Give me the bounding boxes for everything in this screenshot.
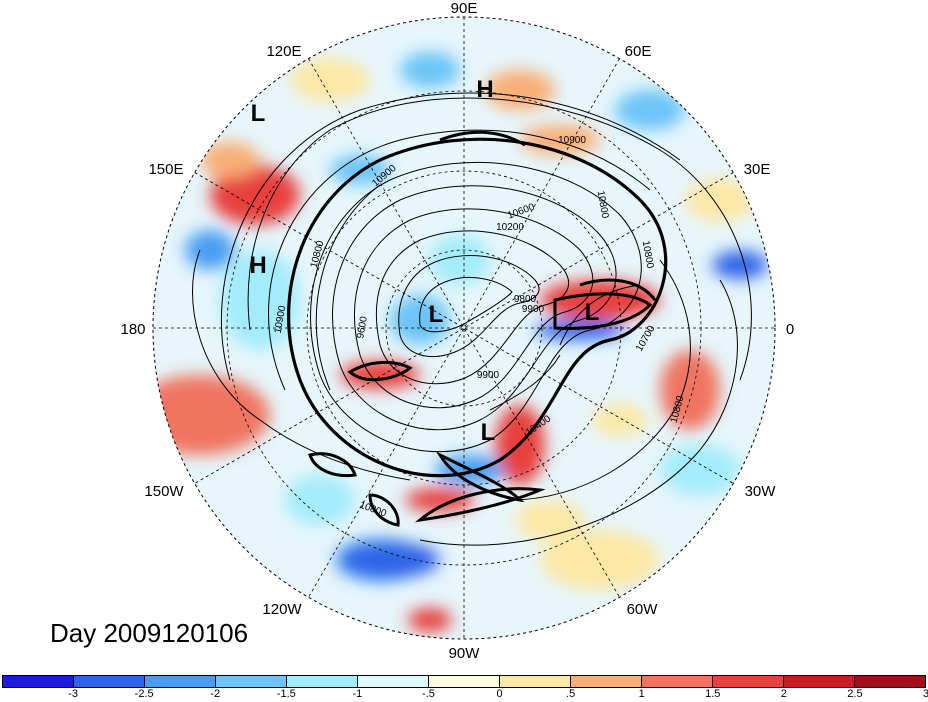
colorbar-segment	[216, 676, 287, 687]
low-center-atlantic: L	[585, 299, 600, 326]
high-center-pacific: H	[249, 252, 266, 279]
contour-label: 9900	[522, 304, 545, 315]
colorbar-tick-label: -1.5	[276, 688, 296, 700]
lon-label-150e: 150E	[148, 161, 183, 178]
colorbar-tick-label: 0	[496, 688, 503, 700]
contour-label: 9800	[514, 294, 537, 305]
colorbar-segment	[784, 676, 855, 687]
colorbar-tick-label: -1	[352, 688, 363, 700]
lon-label-120w: 120W	[262, 601, 302, 618]
contour-label: 10800	[640, 240, 656, 270]
colorbar-tick-label: .5	[566, 688, 576, 700]
page-title: Day 2009120106	[50, 618, 249, 648]
lon-label-0: 0	[786, 321, 794, 338]
lon-label-90w: 90W	[449, 645, 481, 662]
contour-label: 9600	[355, 315, 370, 339]
lon-label-30w: 30W	[745, 483, 777, 500]
colorbar-tick-label: 2.5	[847, 688, 863, 700]
anomaly-shading	[153, 17, 775, 639]
lon-label-150w: 150W	[144, 483, 184, 500]
graticule	[152, 16, 776, 640]
colorbar-labels: -3 -2.5 -2 -1.5 -1 -.5 0 .5 1 1.5 2 2.5 3	[0, 688, 928, 702]
colorbar-segment	[145, 676, 216, 687]
colorbar-segment	[571, 676, 642, 687]
colorbar-segment	[855, 676, 925, 687]
colorbar-segment	[358, 676, 429, 687]
height-contours	[192, 92, 752, 546]
contour-label: 10900	[558, 135, 586, 146]
colorbar-tick-label: -3	[68, 688, 78, 700]
high-center-asia: H	[476, 76, 493, 103]
colorbar-segment	[3, 676, 74, 687]
colorbar	[2, 675, 926, 688]
lon-label-180: 180	[120, 321, 145, 338]
contour-label: 10200	[496, 222, 524, 233]
low-center-pacific-nw: L	[251, 100, 266, 127]
colorbar-segment	[287, 676, 358, 687]
colorbar-segment	[713, 676, 784, 687]
colorbar-tick-label: 3	[922, 688, 928, 700]
colorbar-tick-label: 1.5	[705, 688, 721, 700]
colorbar-tick-label: -2	[210, 688, 221, 700]
low-center-hudson: L	[481, 419, 496, 446]
lon-label-30e: 30E	[744, 161, 771, 178]
contour-label: 10800	[595, 190, 611, 220]
lon-label-60w: 60W	[627, 601, 659, 618]
colorbar-tick-label: 1	[638, 688, 645, 700]
colorbar-segment	[500, 676, 571, 687]
colorbar-segment	[642, 676, 713, 687]
colorbar-tick-label: -2.5	[134, 688, 154, 700]
colorbar-tick-label: 2	[780, 688, 787, 700]
lon-label-120e: 120E	[266, 43, 301, 60]
longitude-labels: 90E 60E 30E 0 30W 60W 90W 120W 150W 180 …	[120, 0, 794, 662]
pressure-centers: H L H L L L	[249, 76, 599, 446]
lon-label-60e: 60E	[625, 43, 652, 60]
contour-label: 10900	[273, 304, 289, 334]
colorbar-tick-label: -.5	[422, 688, 435, 700]
colorbar-segment	[429, 676, 500, 687]
low-center-arctic: L	[429, 301, 444, 328]
colorbar-segment	[74, 676, 145, 687]
contour-label: 9900	[477, 370, 500, 381]
lon-label-90e: 90E	[451, 0, 478, 17]
